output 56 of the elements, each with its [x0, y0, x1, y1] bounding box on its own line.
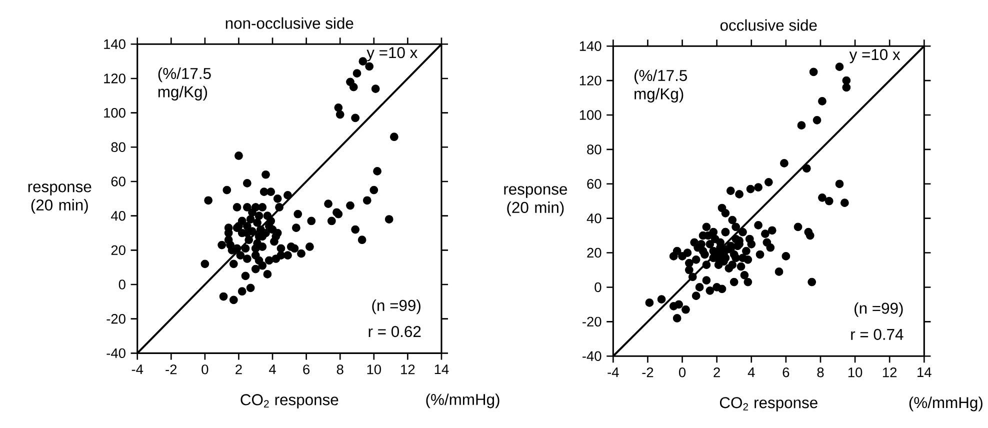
annotation: r = 0.62 [368, 326, 421, 338]
annotation: r = 0.74 [851, 328, 904, 340]
y-tick-label: 60 [587, 179, 602, 189]
y-tick-label: 60 [111, 176, 126, 186]
legend-label: y =10 x [366, 47, 418, 62]
x-tick-label: 6 [303, 364, 310, 374]
y-axis-title: response (20 min) [28, 184, 92, 214]
x-tick-label: -4 [132, 364, 144, 374]
y-tick-label: 0 [118, 280, 126, 290]
y-tick-label: -20 [582, 316, 602, 327]
legend-label: y =10 x [849, 49, 900, 64]
y-tick-label: 0 [594, 282, 602, 292]
annotation: (n =99) [854, 302, 903, 318]
y-tick-label: 80 [111, 142, 126, 152]
x-tick-label: -4 [608, 368, 619, 378]
x-tick-label: 0 [202, 364, 208, 374]
x-tick-label: 12 [883, 368, 897, 378]
chart-title: occlusive side [720, 19, 817, 31]
y-tick-label: 20 [111, 245, 126, 256]
text: (%/mmHg) [909, 396, 982, 412]
text: (%/mmHg) [426, 394, 500, 408]
y-tick-label: 120 [104, 74, 126, 84]
x-tick-label: 8 [817, 368, 824, 378]
y-tick-label: -20 [106, 314, 126, 324]
x-tick-label: 10 [848, 368, 862, 378]
y-tick-label: -40 [582, 351, 602, 362]
x-tick-label: -2 [642, 368, 654, 378]
y-tick-label: 140 [580, 41, 602, 52]
y-tick-label: 80 [587, 144, 602, 154]
annotation: (%/17.5 mg/Kg) [158, 68, 211, 101]
x-tick-label: 2 [714, 368, 720, 378]
chart-title: non-occlusive side [226, 17, 354, 29]
y-tick-label: 120 [580, 76, 602, 86]
x-tick-label: 4 [748, 368, 755, 378]
x-tick-label: 10 [367, 364, 381, 374]
annotation: (%/17.5 mg/Kg) [634, 70, 687, 103]
y-axis-title: response (20 min) [504, 186, 568, 216]
x-tick-label: 14 [918, 368, 932, 378]
x-tick-label: 8 [336, 364, 344, 374]
x-tick-label: 2 [236, 364, 242, 374]
y-tick-label: 100 [104, 108, 126, 118]
x-tick-label: 0 [678, 368, 686, 378]
y-tick-label: 40 [111, 211, 126, 221]
y-tick-label: 140 [104, 39, 126, 50]
y-tick-label: -40 [106, 348, 126, 358]
x-tick-label: -2 [166, 364, 177, 374]
x-axis-title: CO$_{2}$ response [720, 397, 818, 412]
y-tick-label: 20 [587, 248, 602, 258]
x-axis-title: CO$_{2}$ response [240, 394, 338, 409]
x-tick-label: 6 [782, 368, 790, 378]
x-tick-label: 14 [434, 364, 449, 374]
x-tick-label: 12 [401, 364, 415, 374]
y-tick-label: 100 [580, 110, 602, 120]
annotation: (n =99) [372, 300, 420, 314]
y-tick-label: 40 [586, 214, 602, 224]
x-tick-label: 4 [269, 364, 276, 374]
